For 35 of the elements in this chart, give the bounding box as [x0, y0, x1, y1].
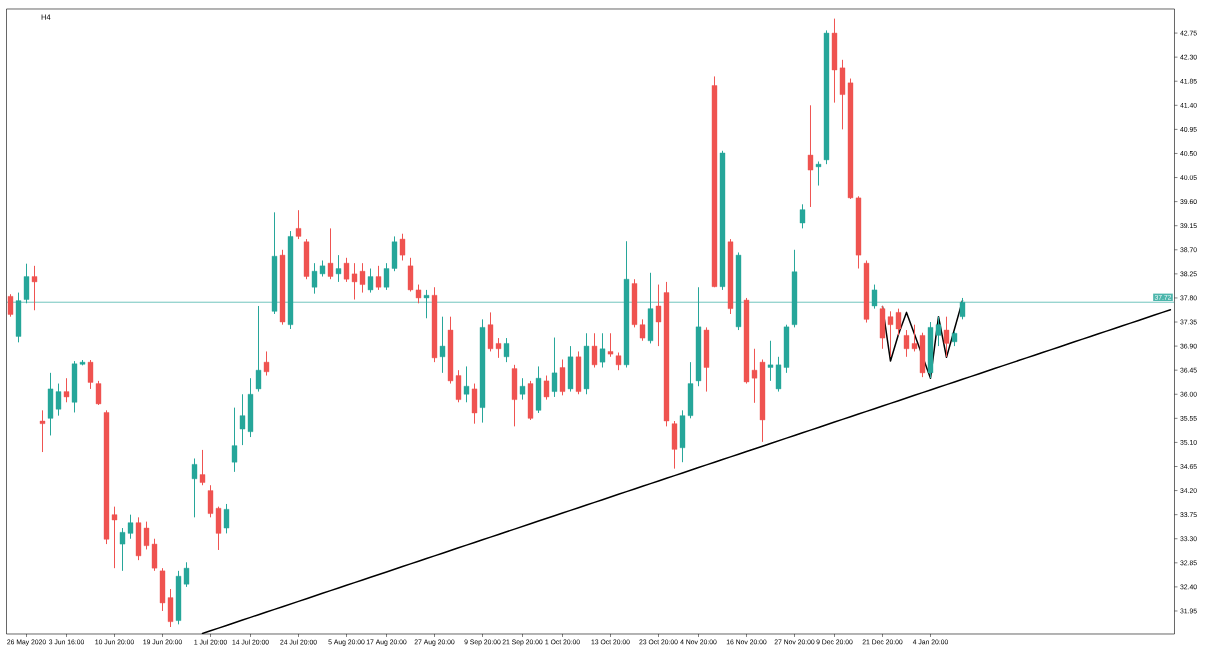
candlestick	[799, 203, 806, 229]
candlestick	[367, 268, 374, 294]
candlestick	[607, 332, 614, 358]
candlestick	[423, 289, 430, 319]
candlestick	[815, 161, 822, 187]
candlestick	[199, 449, 206, 486]
candlestick	[591, 332, 598, 369]
candlestick	[871, 284, 878, 310]
candlestick	[503, 337, 510, 363]
candlestick	[255, 305, 262, 393]
candlestick	[231, 407, 238, 473]
candlestick	[223, 503, 230, 534]
candlestick	[519, 377, 526, 401]
candlestick	[599, 332, 606, 369]
candlestick	[39, 409, 46, 453]
candlestick	[263, 350, 270, 377]
candlestick	[463, 365, 470, 403]
candlestick	[87, 359, 94, 390]
candlestick	[335, 254, 342, 283]
candlestick	[439, 316, 446, 374]
candlestick	[375, 265, 382, 291]
candlestick	[7, 293, 14, 318]
candlestick	[327, 227, 334, 280]
candlestick	[807, 104, 814, 208]
candlestick	[63, 377, 70, 403]
candlestick	[943, 316, 950, 358]
candlestick	[551, 337, 558, 398]
candlestick	[31, 265, 38, 311]
candlestick	[543, 375, 550, 401]
candlestick	[295, 209, 302, 240]
candlestick	[191, 457, 198, 518]
candlestick	[95, 380, 102, 406]
candlestick	[23, 263, 30, 304]
candlestick	[959, 297, 966, 320]
candlestick	[399, 233, 406, 261]
